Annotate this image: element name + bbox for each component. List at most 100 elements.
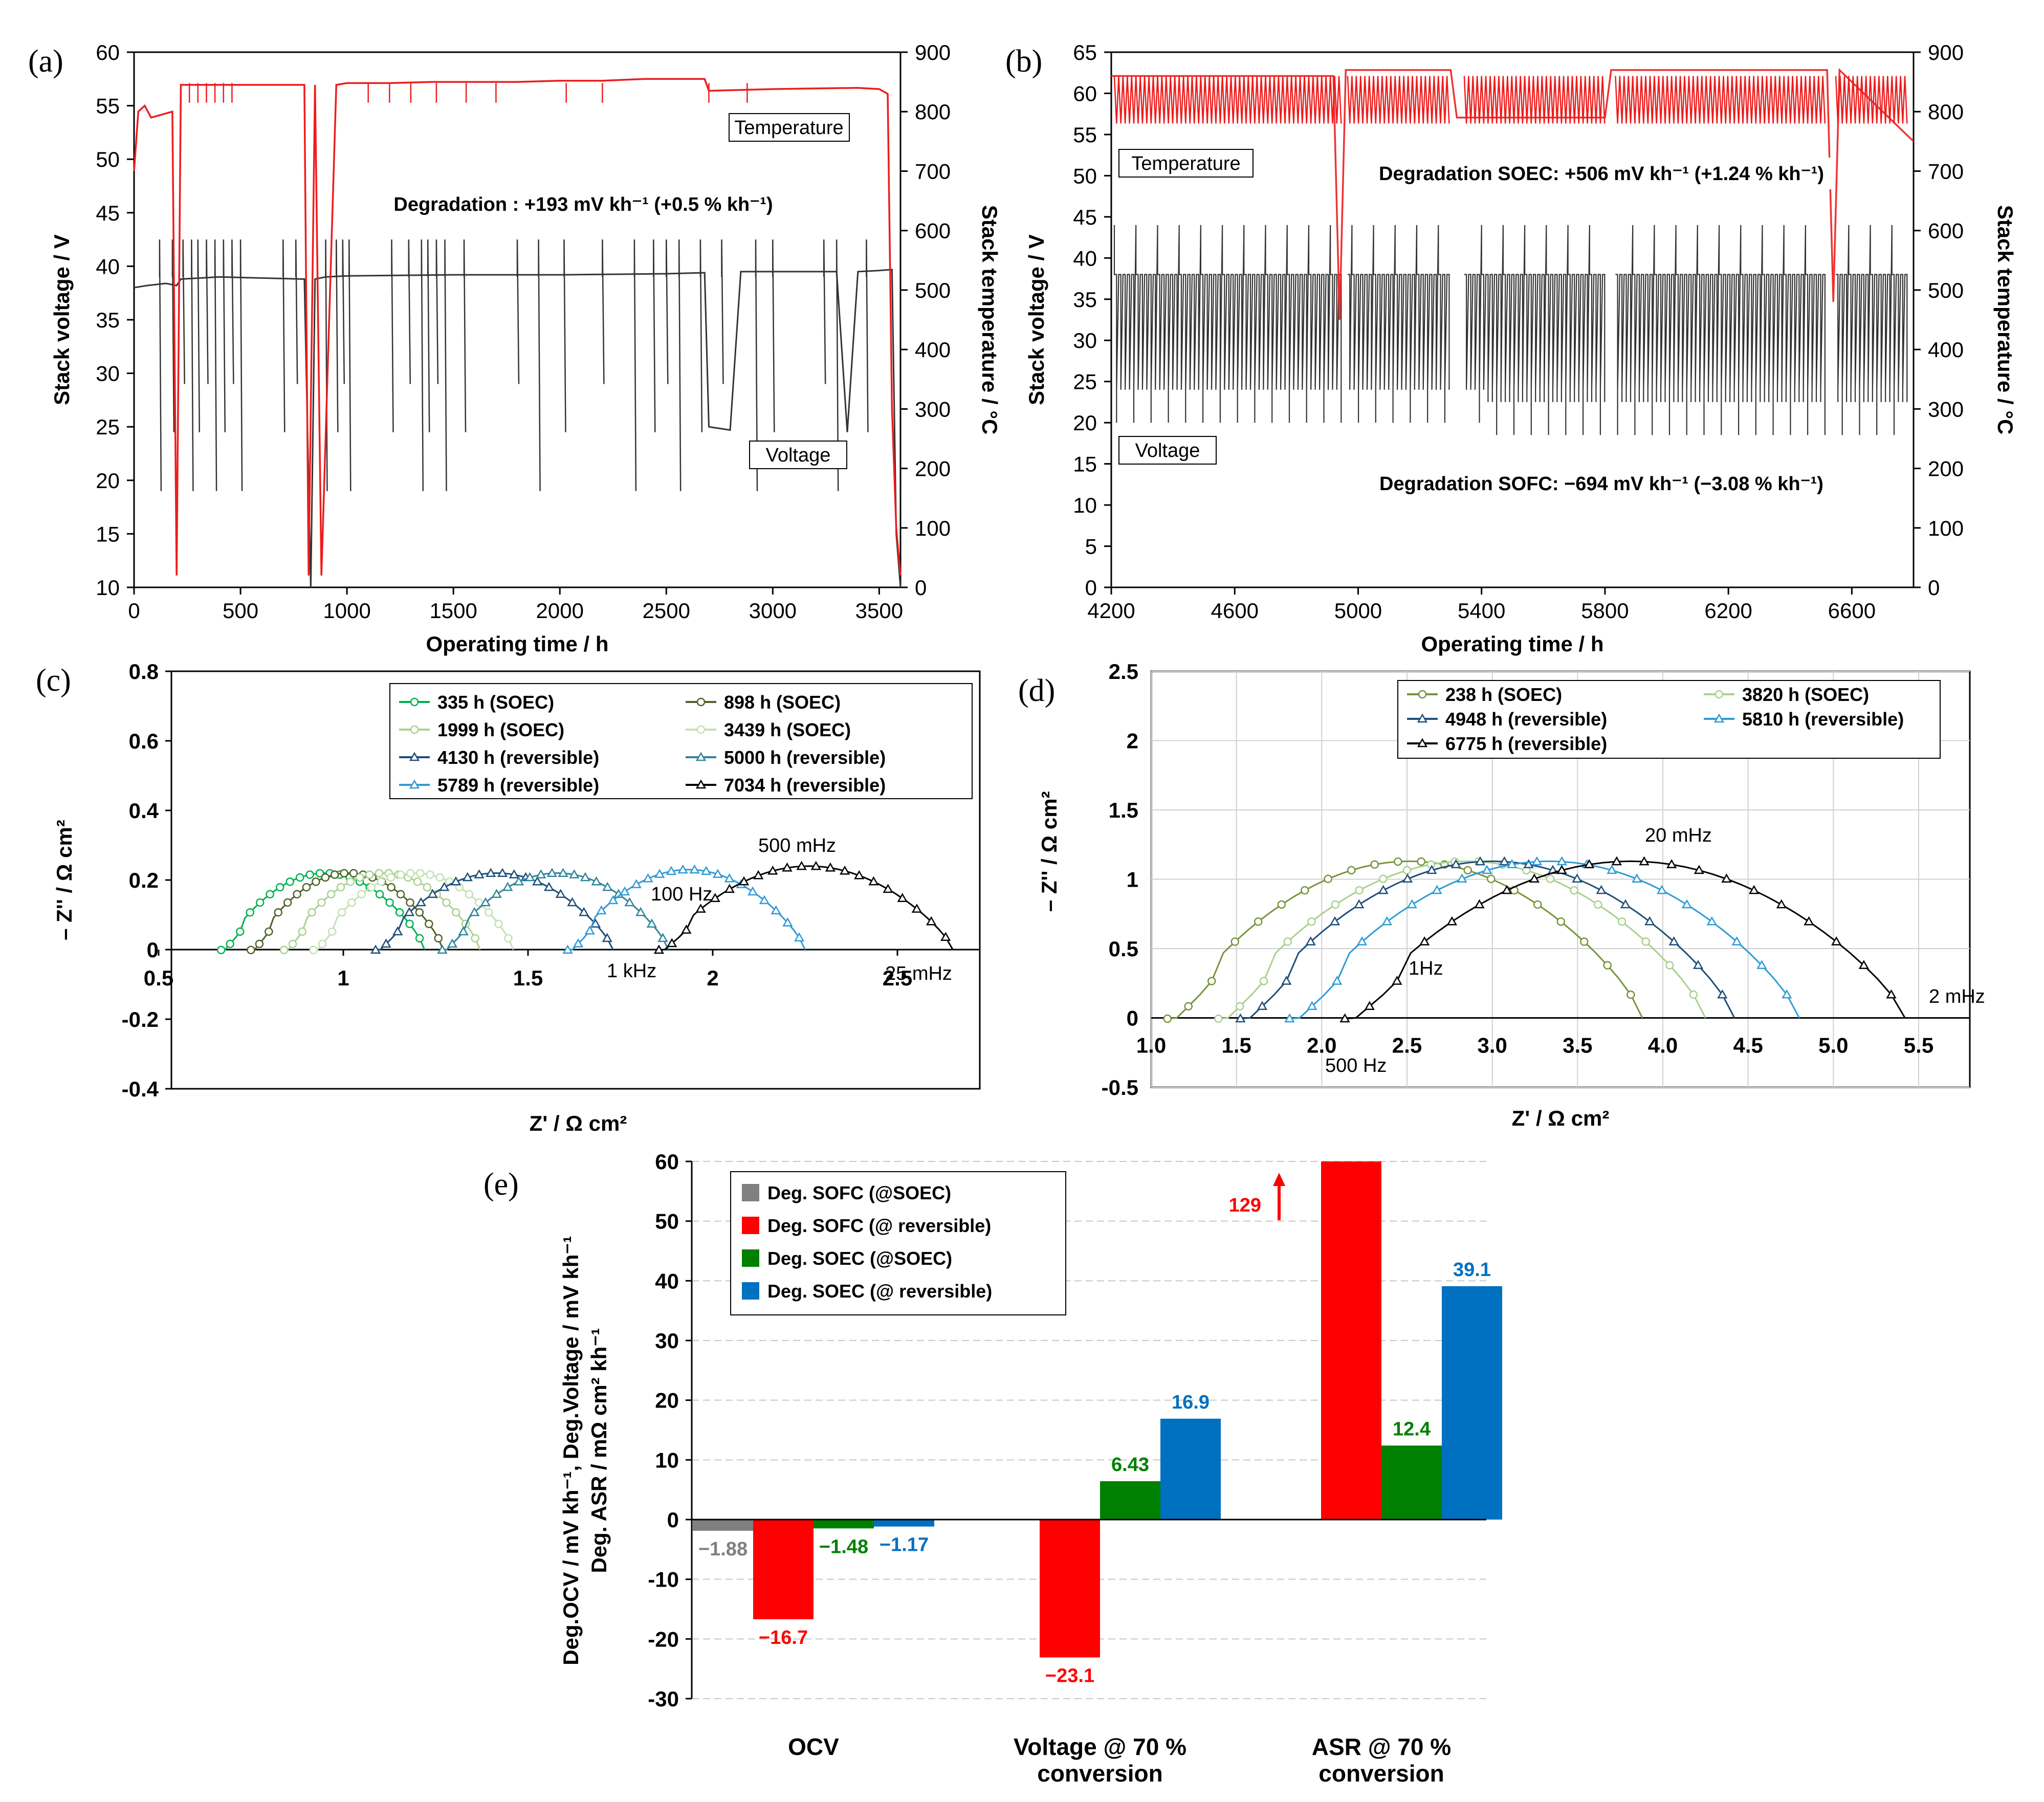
data-label: −1.48 [819, 1536, 868, 1557]
data-point [677, 864, 688, 874]
y2-tick-label: 100 [1928, 516, 1964, 540]
data-point [689, 864, 700, 874]
data-point [462, 872, 473, 882]
data-point [1627, 990, 1635, 999]
data-point [1378, 885, 1389, 894]
data-label: −1.17 [880, 1534, 929, 1556]
x-tick-label: 2.0 [1307, 1034, 1336, 1058]
data-point [356, 873, 364, 882]
data-point [1804, 916, 1814, 926]
data-point [608, 895, 619, 905]
temperature-series-a [133, 78, 902, 576]
data-point [1487, 874, 1496, 884]
data-point [1355, 886, 1364, 895]
y-tick-label: 15 [96, 522, 120, 546]
data-point [854, 870, 865, 880]
legend-entry: 335 h (SOEC) [437, 692, 554, 713]
freq-label: 2 mHz [1929, 986, 1985, 1007]
data-point [546, 868, 558, 877]
data-point [396, 870, 405, 879]
data-point [336, 883, 345, 892]
freq-label: 1 kHz [607, 960, 656, 982]
legend-entry: 5789 h (reversible) [437, 775, 599, 796]
data-point [442, 898, 451, 907]
data-point [381, 938, 391, 948]
data-point [1639, 856, 1650, 866]
data-point [309, 946, 318, 954]
data-point [868, 876, 879, 886]
x-tick-label: 2.5 [1392, 1034, 1422, 1058]
data-point [1463, 866, 1472, 875]
data-point [437, 944, 448, 954]
freq-label: 25 mHz [885, 963, 952, 984]
bar [753, 1520, 814, 1619]
data-point [1546, 874, 1555, 884]
x-axis-title: Operating time / h [426, 632, 608, 656]
data-point [569, 869, 580, 878]
y2-tick-label: 900 [915, 40, 951, 64]
legend-marker [410, 725, 419, 734]
legend-marker [1417, 713, 1428, 723]
data-point [1523, 859, 1534, 868]
data-point [1831, 936, 1842, 946]
panel-c: (c) -0.4 -0.2 0 0.2 0.4 0.6 0.8 0.5 1 1.5 2 2.5 Z' / … [36, 660, 981, 1135]
data-point [395, 908, 404, 917]
bar [1442, 1286, 1502, 1520]
data-point [897, 893, 908, 902]
data-point [370, 944, 381, 954]
data-point [1259, 977, 1268, 985]
data-point [1329, 916, 1340, 926]
data-point [1584, 859, 1595, 868]
freq-label: 500 mHz [758, 835, 836, 856]
data-point [543, 882, 555, 891]
legend-entry: 6775 h (reversible) [1445, 733, 1607, 754]
panel-label-d: (d) [1018, 673, 1055, 708]
y-tick-label: 35 [1073, 288, 1097, 312]
x-tick-label: 500 [223, 599, 258, 623]
data-point [255, 898, 265, 907]
legend-box-d [1397, 680, 1941, 759]
data-point [1533, 900, 1542, 909]
data-point [580, 872, 591, 882]
data-point [1419, 936, 1430, 946]
data-point [305, 870, 314, 879]
data-point [911, 904, 922, 913]
data-point [619, 886, 630, 896]
x-tick-label: 1.5 [1221, 1034, 1251, 1058]
data-point [513, 876, 524, 886]
data-point [396, 890, 405, 899]
data-point [346, 877, 355, 886]
category-label: OCV [788, 1733, 839, 1760]
bar [814, 1520, 874, 1529]
data-point [1394, 857, 1402, 866]
category-label: ASR @ 70 % [1312, 1733, 1451, 1760]
data-point [839, 865, 850, 875]
y-tick-label: 30 [96, 362, 120, 386]
data-point [1749, 885, 1760, 894]
bar [1100, 1481, 1160, 1520]
legend-c: 335 h (SOEC) 898 h (SOEC) 1999 h (SOEC) 343… [389, 683, 973, 799]
data-point [315, 869, 324, 877]
data-point [367, 883, 376, 892]
y2-tick-label: 200 [1928, 457, 1964, 481]
data-label: 39.1 [1453, 1259, 1491, 1281]
data-point [1620, 899, 1631, 909]
data-point [216, 946, 226, 954]
panel-label-b: (b) [1005, 44, 1042, 79]
data-point [469, 907, 480, 916]
bar [1321, 1161, 1381, 1520]
legend-marker [409, 752, 420, 761]
data-point [1594, 900, 1602, 909]
data-point [406, 869, 415, 877]
data-point [247, 946, 255, 954]
legend-entry: Deg. SOEC (@SOEC) [767, 1248, 952, 1269]
degradation-label-a: Degradation : +193 mV kh⁻¹ (+0.5 % kh⁻¹) [393, 194, 773, 215]
data-point [302, 883, 311, 892]
data-point [724, 873, 735, 883]
y2-tick-label: 700 [915, 159, 951, 183]
data-point [1731, 936, 1742, 946]
data-point [940, 932, 951, 941]
data-point [298, 927, 307, 936]
data-point [285, 877, 294, 886]
